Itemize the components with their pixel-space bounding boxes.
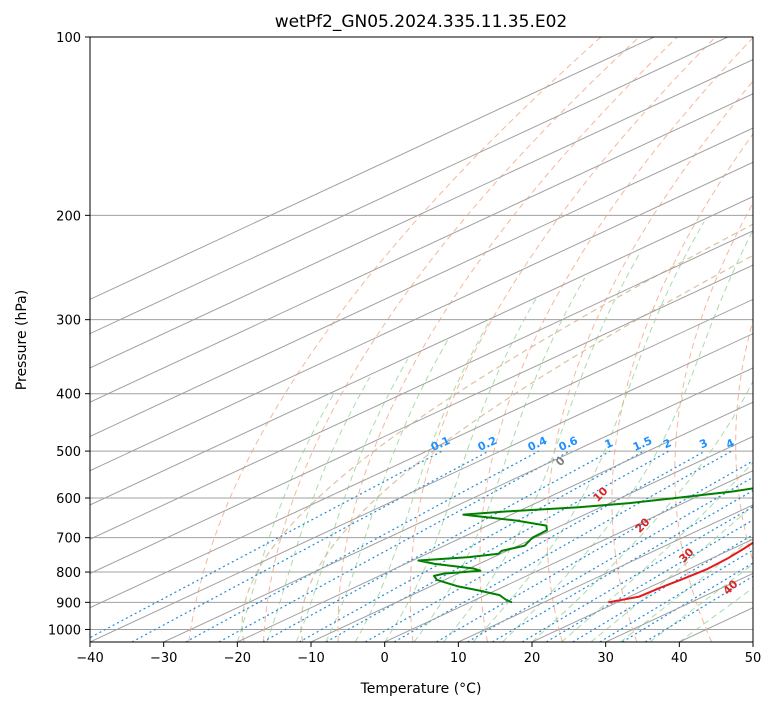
dry-adiabat-line [188,37,602,642]
x-tick-label: −10 [297,651,324,666]
moist-adiabat-line [295,359,409,642]
moist-adiabat-line [266,376,371,642]
isotherm-line [90,161,753,472]
mixing-ratio-line [599,549,753,642]
moist-adiabat-line [384,297,538,642]
y-tick-label: 700 [56,532,81,547]
y-tick-label: 400 [56,388,81,403]
x-tick-label: −20 [224,651,251,666]
moist-adiabat-line [620,536,753,642]
moist-adiabat-line [443,251,642,642]
mixing-ratio-line [572,534,753,642]
x-tick-label: 10 [450,651,467,666]
plot-frame [89,36,754,643]
dry-adiabat-line [735,318,753,563]
isohume-line [241,223,753,642]
isotherm-line [90,37,655,300]
isotherm-line [90,127,753,437]
y-tick-label: 1000 [48,623,81,638]
x-tick-label: 20 [524,651,541,666]
moist-adiabat-line [413,277,586,642]
y-axis-ticks: 100 200 300 400 500 600 700 800 900 1000 [48,31,90,638]
profile-series [417,487,753,604]
mixing-ratio-line [436,460,753,642]
isotherm-line [90,37,728,335]
moist-adiabat-line [649,563,753,642]
pressure-gridlines [90,37,753,630]
x-tick-label: 0 [381,651,389,666]
dry-adiabat-line [263,37,640,642]
dry-adiabat-line [479,37,753,642]
mixing-ratio-line [90,450,443,639]
moist-adiabat-line [325,340,449,642]
isotherm-line [531,538,753,642]
x-tick-label: −40 [76,651,103,666]
mixing-ratio-line [131,450,490,642]
dry-adiabat-line [409,37,716,642]
y-tick-label: 100 [56,31,81,46]
mixing-ratio-line [622,562,753,642]
plot-area: -100-90-80-70-60-50-40-30-20-100.10.20.4… [90,37,753,642]
temperature-profile-line [608,541,753,604]
isohume-line [300,254,753,642]
isotherm-line [163,367,753,642]
y-tick-label: 800 [56,566,81,581]
isohume-lines [241,223,753,642]
moist-adiabat-line [531,379,753,642]
isotherm-line [458,504,753,642]
mixing-ratio-line [644,575,753,642]
dewpoint-profile-line [417,487,753,604]
isotherm-line [90,230,753,540]
y-tick-label: 900 [56,596,81,611]
x-tick-label: 40 [671,651,688,666]
x-tick-label: −30 [150,651,177,666]
dry-adiabat-line [546,80,753,642]
y-tick-label: 500 [56,445,81,460]
isotherm-line [90,93,753,403]
isotherm-line [90,58,753,369]
y-axis-label: Pressure (hPa) [14,290,30,390]
isotherm-line [384,470,753,642]
moist-adiabat-line [472,221,705,642]
isotherm-line [237,401,753,642]
chart-title: wetPf2_GN05.2024.335.11.35.E02 [275,12,567,32]
isotherm-line [90,333,753,642]
x-tick-label: 30 [597,651,614,666]
isotherm-line [90,264,753,575]
y-tick-label: 600 [56,492,81,507]
mixing-ratio-line [521,505,753,642]
y-tick-label: 200 [56,209,81,224]
x-axis-label: Temperature (°C) [360,681,482,697]
mixing-ratio-line [545,519,753,642]
isotherm-line [90,298,753,609]
y-tick-label: 300 [56,314,81,329]
x-tick-label: 50 [745,651,762,666]
in-plot-labels: -100-90-80-70-60-50-40-30-20-100.10.20.4… [429,434,741,598]
moist-adiabat-line [354,319,491,642]
x-axis-ticks: −40 −30 −20 −10 0 10 20 30 40 50 [76,642,761,666]
isotherm-line [90,196,753,506]
moist-adiabat-line [679,587,753,642]
